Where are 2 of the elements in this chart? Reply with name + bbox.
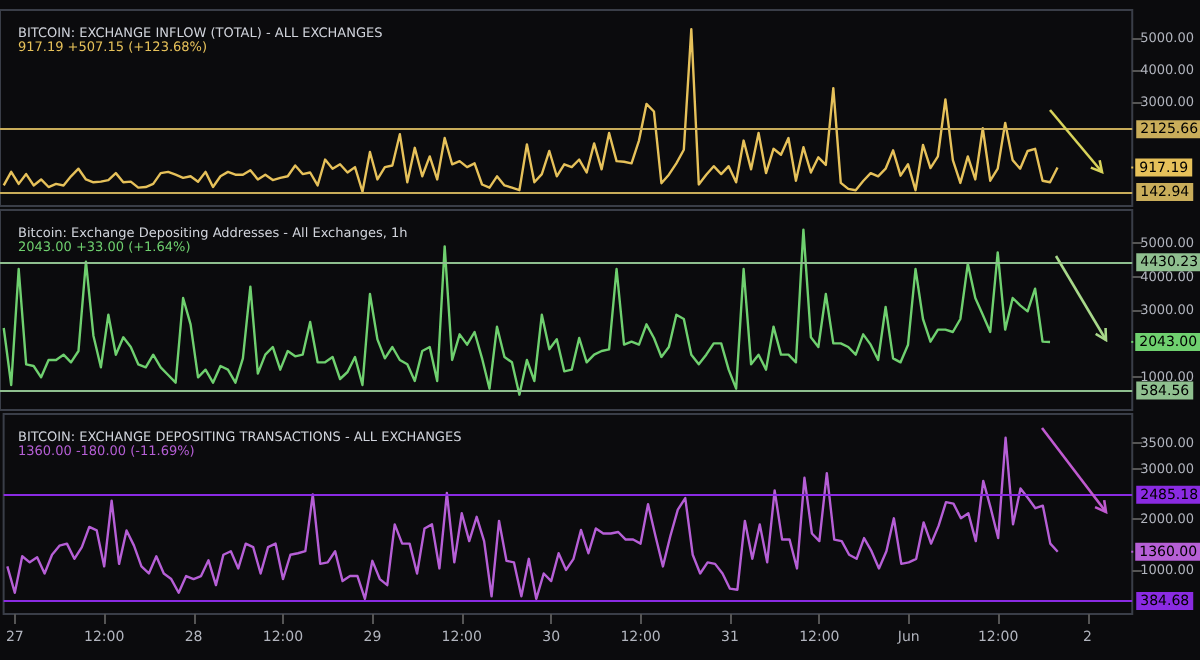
line-series	[2, 228, 1052, 396]
line-series	[2, 28, 1059, 193]
